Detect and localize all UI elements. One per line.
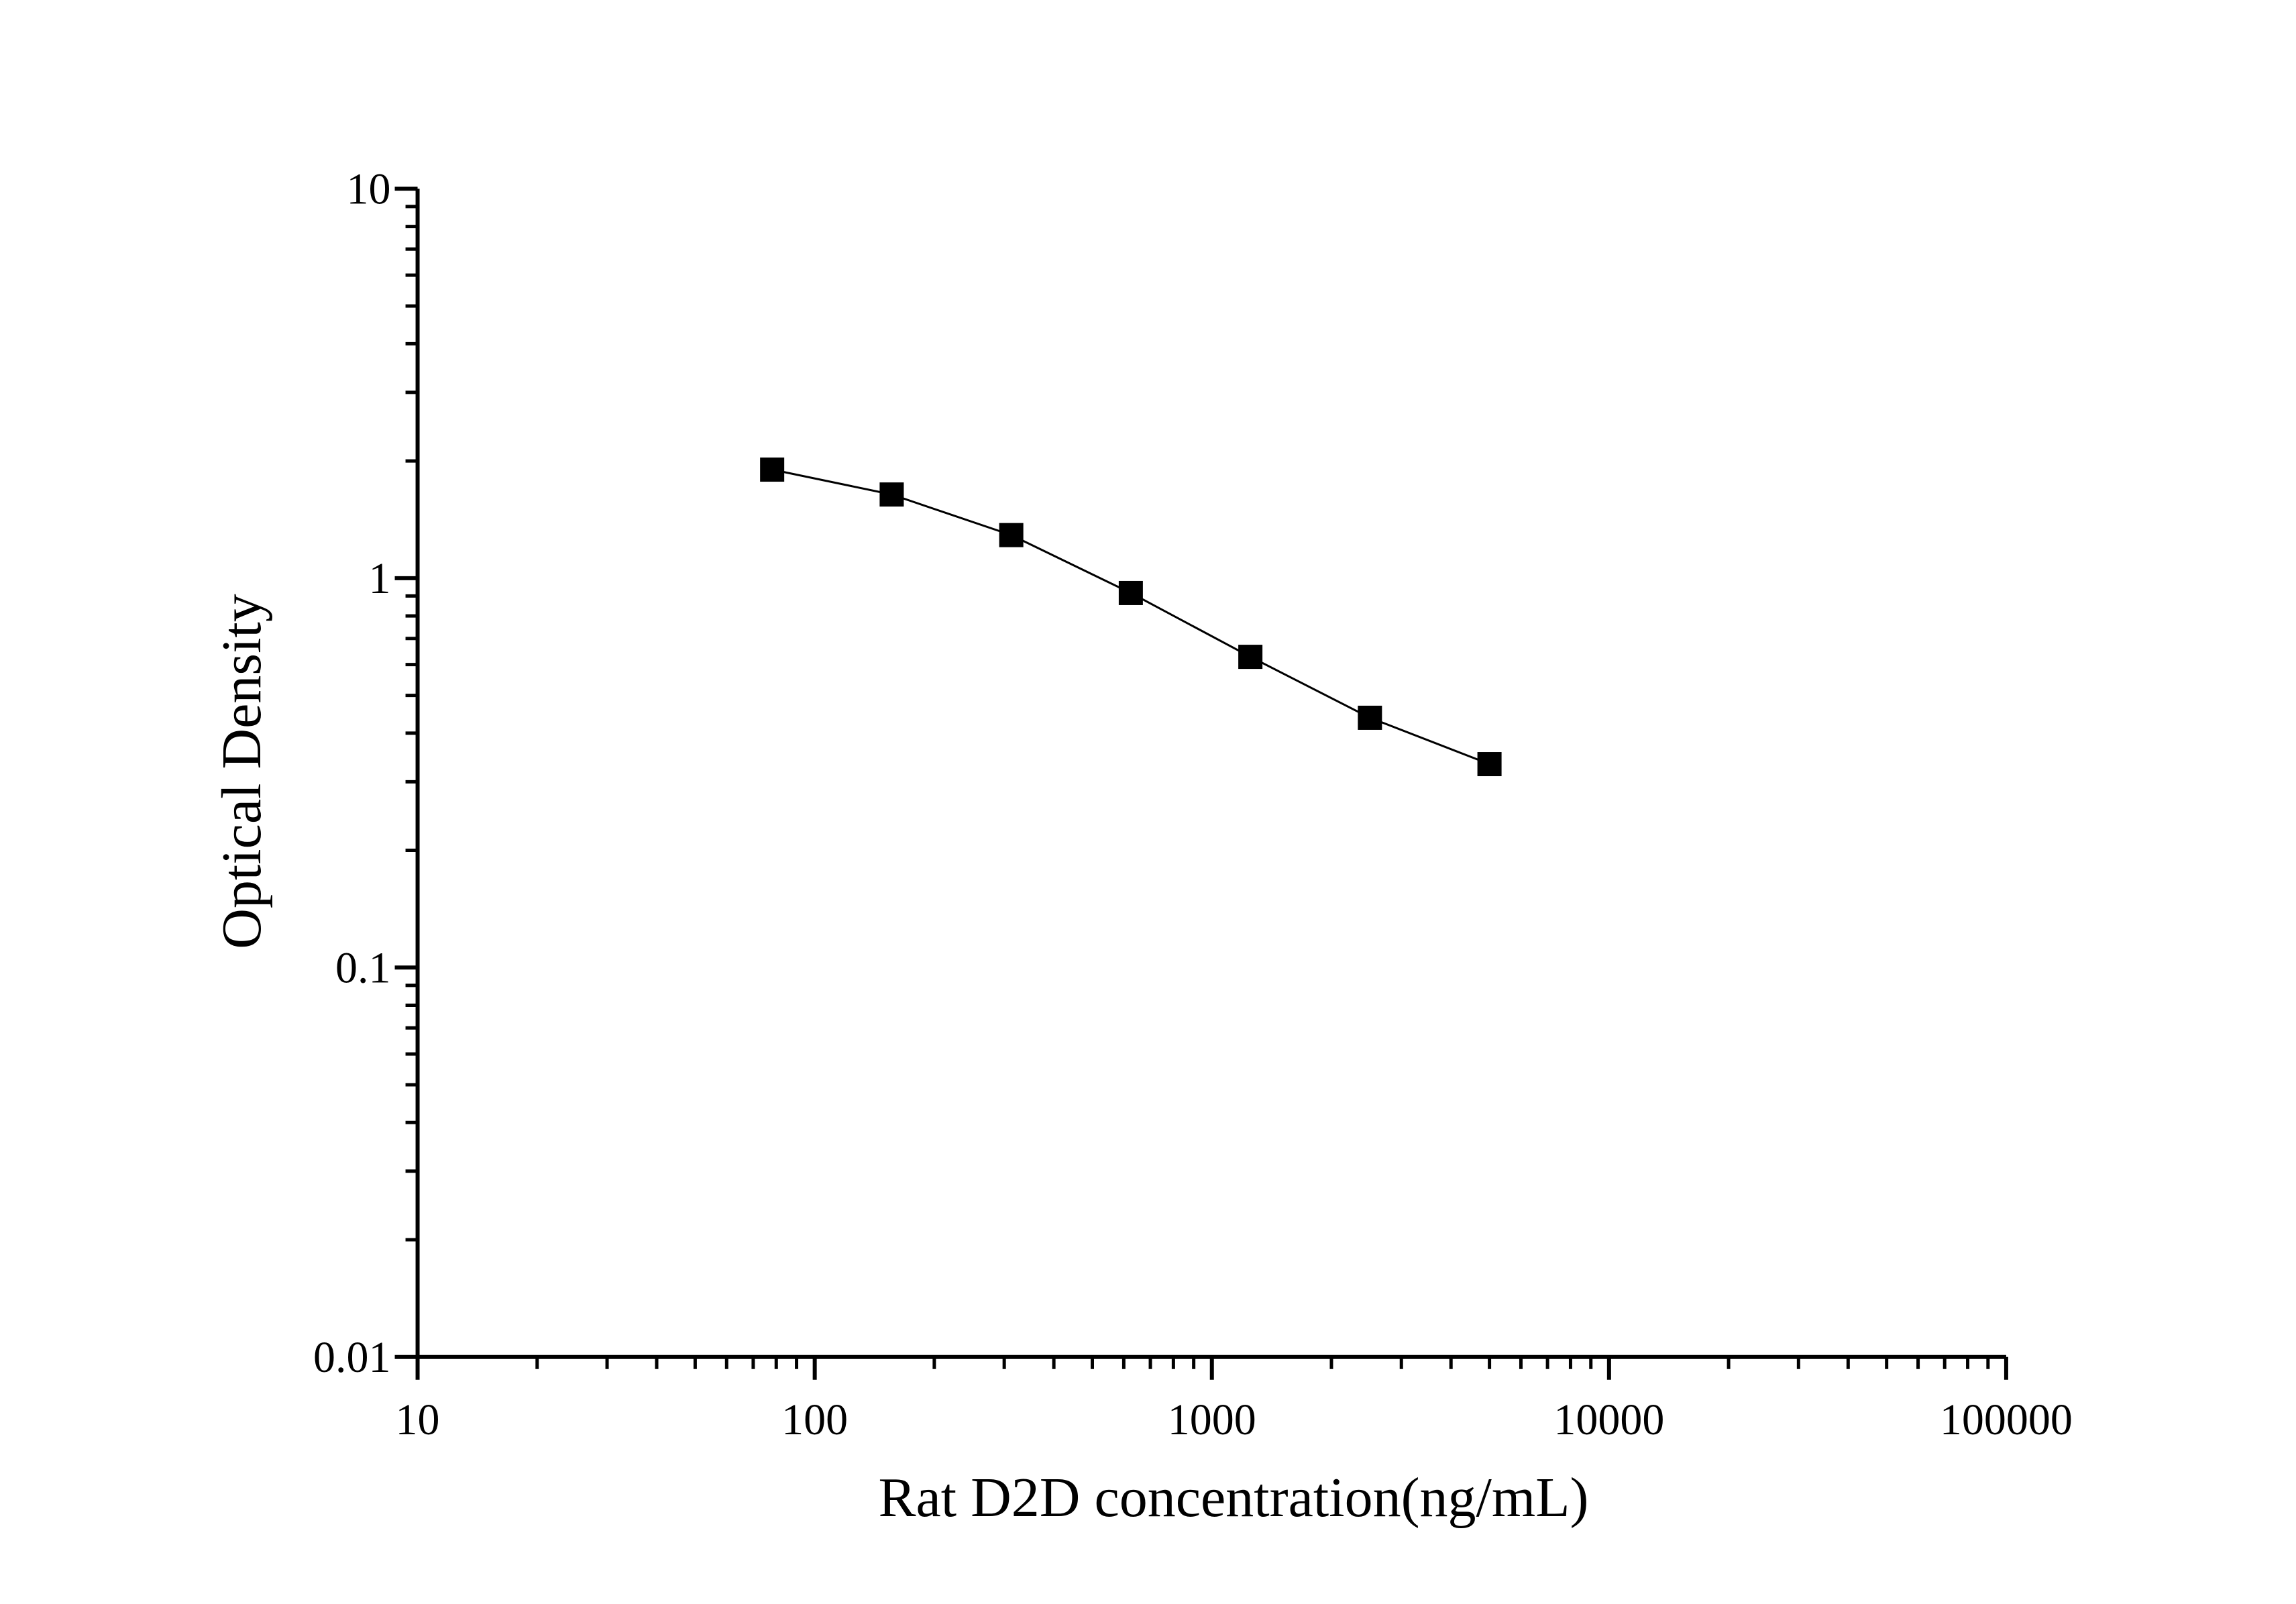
marker <box>1118 580 1143 605</box>
x-tick-label: 100 <box>781 1395 848 1444</box>
x-tick-label: 10000 <box>1553 1395 1664 1444</box>
marker <box>1358 705 1382 730</box>
x-axis-title: Rat D2D concentration(ng/mL) <box>878 1466 1588 1529</box>
y-axis-title: Optical Density <box>211 594 273 949</box>
marker <box>760 458 785 482</box>
x-tick-label: 1000 <box>1168 1395 1256 1444</box>
marker <box>1238 645 1263 670</box>
y-tick-label: 0.1 <box>335 943 391 992</box>
marker <box>999 523 1024 547</box>
y-tick-label: 1 <box>369 554 391 603</box>
x-tick-label: 10 <box>396 1395 440 1444</box>
y-tick-label: 0.01 <box>313 1333 391 1382</box>
marker <box>1477 752 1502 777</box>
x-tick-label: 100000 <box>1940 1395 2073 1444</box>
marker <box>879 482 904 507</box>
y-tick-label: 10 <box>347 164 391 213</box>
